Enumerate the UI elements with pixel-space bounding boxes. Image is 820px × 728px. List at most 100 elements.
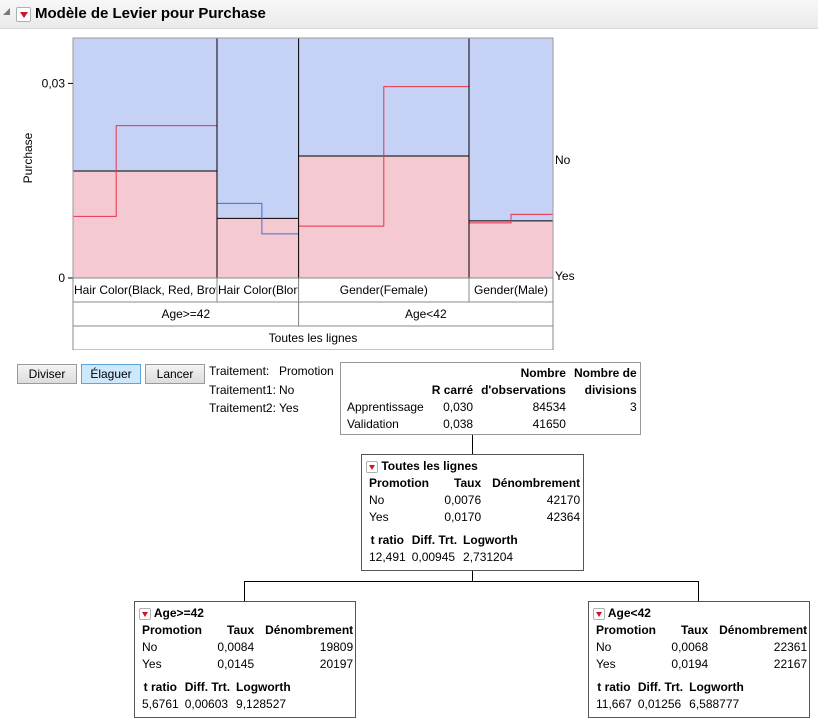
cell: 0,0194 bbox=[671, 656, 709, 671]
cell: 0,0170 bbox=[444, 509, 482, 524]
table-row: Yes 0,0170 42364 bbox=[366, 508, 583, 525]
ndiv-header: Nombre de bbox=[573, 365, 637, 380]
cell: 22361 bbox=[773, 639, 808, 654]
root-label-cell bbox=[72, 325, 554, 350]
col-diff-trt: Diff. Trt. bbox=[637, 679, 684, 694]
col-rate: Taux bbox=[454, 475, 482, 490]
rsq-value: 0,038 bbox=[443, 416, 474, 431]
collapse-icon[interactable] bbox=[3, 8, 10, 15]
table-row: No 0,0068 22361 bbox=[593, 638, 810, 655]
red-triangle-menu-icon[interactable] bbox=[16, 7, 31, 23]
nobs-header-2: d'observations bbox=[481, 382, 566, 397]
col-count: Dénombrement bbox=[265, 622, 354, 637]
treatment-rate-line bbox=[73, 125, 217, 217]
y-tick-label: 0,03 bbox=[42, 76, 66, 90]
table-row: No 0,0076 42170 bbox=[366, 491, 583, 508]
ndiv-value: 3 bbox=[629, 399, 637, 414]
node-title: Age<42 bbox=[607, 606, 651, 620]
no-region bbox=[469, 38, 553, 221]
col-diff-trt: Diff. Trt. bbox=[411, 532, 458, 547]
ndiv-header-2: divisions bbox=[584, 382, 637, 397]
col-t-ratio: t ratio bbox=[143, 679, 178, 694]
table-row: Yes 0,0194 22167 bbox=[593, 655, 810, 672]
tree-node-age-lt-42[interactable]: Age<42 Promotion Taux Dénombrement No 0,006… bbox=[588, 601, 810, 718]
cell: 20197 bbox=[319, 656, 354, 671]
treatment-value: Promotion bbox=[279, 364, 334, 378]
treatment-rate-line bbox=[217, 202, 299, 235]
col-rate: Taux bbox=[681, 622, 709, 637]
cell: 42170 bbox=[546, 492, 581, 507]
col-diff-trt: Diff. Trt. bbox=[184, 679, 231, 694]
rsq-header: R carré bbox=[431, 382, 474, 397]
cell: 0,00945 bbox=[411, 549, 456, 564]
no-region bbox=[217, 38, 299, 219]
col-rate: Taux bbox=[227, 622, 255, 637]
cell: 2,731204 bbox=[463, 549, 514, 564]
table-row: 12,491 0,00945 2,731204 bbox=[366, 548, 521, 565]
tree-node-age-ge-42[interactable]: Age>=42 Promotion Taux Dénombrement No 0,00… bbox=[134, 601, 356, 718]
treatment1-value: No bbox=[279, 383, 295, 397]
go-button[interactable]: Lancer bbox=[145, 364, 205, 384]
cell: 42364 bbox=[546, 509, 581, 524]
treatment1-label: Traitement1: bbox=[209, 383, 276, 397]
red-triangle-menu-icon[interactable] bbox=[593, 607, 605, 620]
tree-connector bbox=[698, 581, 699, 601]
tree-connector bbox=[472, 571, 473, 581]
cell: 5,6761 bbox=[142, 696, 179, 711]
summary-table: Nombre Nombre de R carré d'observations div… bbox=[340, 362, 641, 435]
y-axis-label: Purchase bbox=[21, 132, 35, 183]
col-count: Dénombrement bbox=[492, 475, 581, 490]
treatment2-value: Yes bbox=[279, 401, 299, 415]
cell: 12,491 bbox=[369, 549, 406, 564]
cell: 0,01256 bbox=[637, 696, 682, 711]
group-label-cell bbox=[298, 301, 554, 327]
cell: 6,588777 bbox=[689, 696, 740, 711]
red-triangle-menu-icon[interactable] bbox=[139, 607, 151, 620]
segment-label-cell bbox=[72, 277, 218, 303]
nobs-value: 41650 bbox=[532, 416, 566, 431]
right-label-no: No bbox=[555, 153, 571, 167]
tree-connector bbox=[472, 435, 473, 455]
node-title: Age>=42 bbox=[153, 606, 204, 620]
cell: 0,0076 bbox=[444, 492, 482, 507]
table-row: Yes 0,0145 20197 bbox=[139, 655, 356, 672]
segment-label-cell bbox=[216, 277, 300, 303]
segment-label: Hair Color(Black, Red, Brow bbox=[74, 283, 224, 297]
rsq-value: 0,030 bbox=[443, 399, 474, 414]
prune-button[interactable]: Élaguer bbox=[81, 364, 141, 384]
table-row: Validation 0,038 41650 bbox=[343, 415, 641, 432]
nobs-header: Nombre bbox=[520, 365, 566, 380]
red-triangle-menu-icon[interactable] bbox=[366, 460, 378, 473]
tree-node-root[interactable]: Toutes les lignes Promotion Taux Dénombrem… bbox=[361, 454, 584, 571]
treatment-rate-line bbox=[469, 213, 553, 224]
cell: 19809 bbox=[319, 639, 354, 654]
root-label: Toutes les lignes bbox=[269, 331, 358, 345]
cell: 9,128527 bbox=[236, 696, 287, 711]
group-label: Age<42 bbox=[405, 307, 447, 321]
cell: Yes bbox=[369, 509, 389, 524]
treatment-rate-line bbox=[298, 86, 469, 227]
table-row: 11,667 0,01256 6,588777 bbox=[593, 695, 747, 712]
segment-label: Gender(Female) bbox=[340, 283, 428, 297]
cell: Yes bbox=[596, 656, 616, 671]
ndiv-value bbox=[570, 415, 641, 432]
tree-connector bbox=[244, 581, 698, 582]
col-t-ratio: t ratio bbox=[370, 532, 405, 547]
cell: 0,0084 bbox=[217, 639, 255, 654]
col-promotion: Promotion bbox=[369, 475, 429, 490]
col-logworth: Logworth bbox=[463, 532, 518, 547]
col-count: Dénombrement bbox=[719, 622, 808, 637]
treatment-label: Traitement: bbox=[209, 364, 270, 378]
tree-connector bbox=[244, 581, 245, 601]
cell: No bbox=[142, 639, 158, 654]
right-label-yes: Yes bbox=[555, 269, 575, 283]
table-row: Apprentissage 0,030 84534 3 bbox=[343, 398, 641, 415]
node-title: Toutes les lignes bbox=[381, 459, 478, 473]
col-promotion: Promotion bbox=[596, 622, 656, 637]
cell: No bbox=[369, 492, 385, 507]
cell: No bbox=[596, 639, 612, 654]
split-button[interactable]: Diviser bbox=[17, 364, 77, 384]
segment-label: Hair Color(Blon bbox=[218, 283, 300, 297]
yes-region bbox=[217, 218, 299, 278]
y-tick-label: 0 bbox=[58, 271, 65, 285]
